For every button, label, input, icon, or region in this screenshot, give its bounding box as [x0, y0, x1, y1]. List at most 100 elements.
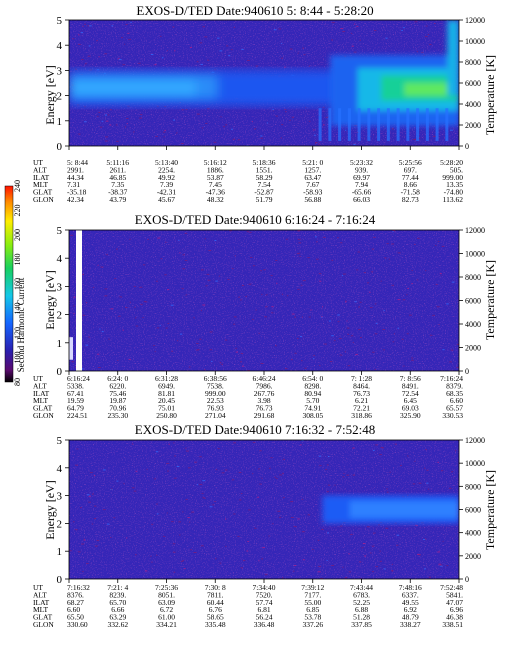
orbit-table-cell: 5:16:12 [204, 158, 227, 167]
orbit-table-cell: 6.21 [355, 396, 368, 405]
orbit-table-cell: 77.44 [402, 173, 419, 182]
orbit-table-cell: 7:52:48 [440, 583, 463, 592]
orbit-table-cell: 7.39 [160, 180, 173, 189]
energy-tick-label: 3 [57, 65, 63, 77]
orbit-row-label: GLON [33, 411, 54, 420]
orbit-table-cell: 337.26 [302, 620, 323, 629]
orbit-table-cell: 47.07 [446, 598, 463, 607]
orbit-table-cell: 6.96 [450, 605, 463, 614]
orbit-table-cell: 51.79 [256, 195, 273, 204]
panel-2: EXOS-D/TED Date:940610 6:16:24 - 7:16:24… [33, 212, 497, 420]
energy-tick-label: 5 [57, 225, 63, 237]
low-energy-streak [357, 108, 361, 141]
temperature-tick-label: 8000 [465, 58, 481, 67]
orbit-row-label: ILAT [33, 598, 50, 607]
orbit-table-cell: 63.29 [109, 613, 126, 622]
orbit-table-cell: 505. [450, 165, 463, 174]
orbit-table-cell: 697. [404, 165, 417, 174]
orbit-table-cell: 7.45 [209, 180, 222, 189]
orbit-table-cell: 44.34 [67, 173, 84, 182]
panel-3: EXOS-D/TED Date:940610 7:16:32 - 7:52:48… [33, 422, 497, 629]
colorbar-tick-label: 220 [13, 205, 22, 217]
orbit-table-cell: 332.62 [107, 620, 128, 629]
orbit-table-cell: -42.31 [157, 188, 177, 197]
panel-2-axes: 0 1 2 3 4 5 0 2000 4000 6000 8000 10000 12000 [57, 225, 486, 378]
panel-3-y2label: Temperature [K] [483, 470, 497, 550]
orbit-table-cell: 68.27 [67, 598, 84, 607]
orbit-table-cell: 5.70 [306, 396, 319, 405]
orbit-table-cell: 67.41 [67, 389, 84, 398]
orbit-table-cell: 19.87 [109, 396, 126, 405]
orbit-table-cell: 51.28 [353, 613, 370, 622]
energy-tick-label: 2 [57, 91, 63, 103]
low-energy-streak [377, 108, 381, 141]
orbit-table-cell: 7: 1:28 [351, 374, 372, 383]
colorbar-tick-label: 180 [13, 254, 22, 266]
colorbar-tick-label: 100 [13, 352, 22, 364]
orbit-table-cell: 7177. [304, 590, 321, 599]
orbit-table-cell: 1886. [207, 165, 224, 174]
orbit-table-cell: 60.44 [207, 598, 224, 607]
colorbar-tick-label: 240 [13, 180, 22, 192]
orbit-table-cell: 58.65 [207, 613, 224, 622]
orbit-table-cell: 46.38 [446, 613, 463, 622]
orbit-table-cell: 5:25:56 [399, 158, 422, 167]
orbit-table-cell: 72.21 [353, 404, 370, 413]
orbit-table-cell: 6.72 [160, 605, 173, 614]
orbit-table-cell: 6.60 [67, 605, 80, 614]
orbit-table-cell: 8464. [353, 381, 370, 390]
orbit-table-cell: 7538. [207, 381, 224, 390]
orbit-table-cell: 74.91 [304, 404, 321, 413]
temperature-tick-label: 12000 [465, 436, 485, 445]
orbit-row-label: GLON [33, 195, 54, 204]
orbit-row-label: GLAT [33, 188, 53, 197]
orbit-table-cell: 66.03 [353, 195, 370, 204]
orbit-table-cell: 81.81 [158, 389, 175, 398]
colorbar: Second Harmonic Current 80 100 120 140 160 18… [4, 180, 26, 386]
orbit-table-cell: 7986. [256, 381, 273, 390]
colorbar-tick-label: 160 [13, 278, 22, 290]
orbit-table-cell: 46.85 [109, 173, 126, 182]
orbit-table-cell: 8379. [446, 381, 463, 390]
energy-tick-label: 0 [57, 574, 63, 586]
orbit-table-cell: 65.70 [109, 598, 126, 607]
orbit-table-cell: 337.85 [351, 620, 372, 629]
orbit-table-cell: 325.90 [400, 411, 421, 420]
orbit-table-cell: 1551. [256, 165, 273, 174]
orbit-table-cell: -74.80 [444, 188, 464, 197]
orbit-table-cell: 53.78 [304, 613, 321, 622]
orbit-row-label: ALT [33, 381, 47, 390]
orbit-table-cell: 7.67 [306, 180, 319, 189]
temperature-tick-label: 2000 [465, 552, 481, 561]
orbit-row-label: UT [33, 158, 43, 167]
temperature-tick-label: 0 [465, 575, 469, 584]
orbit-table-cell: 7:48:16 [399, 583, 422, 592]
orbit-table-cell: 113.62 [443, 195, 464, 204]
orbit-table-cell: 1257. [304, 165, 321, 174]
temperature-tick-label: 8000 [465, 482, 481, 491]
panel-1-axes: 0 1 2 3 4 5 0 2000 4000 6000 8000 10000 12000 [57, 15, 486, 153]
energy-tick-label: 1 [57, 116, 63, 128]
panel-2-title: EXOS-D/TED Date:940610 6:16:24 - 7:16:24 [135, 212, 376, 227]
orbit-table-cell: 7:34:40 [253, 583, 276, 592]
colorbar-tick-label: 80 [13, 378, 22, 386]
orbit-table-cell: 53.87 [207, 173, 224, 182]
orbit-table-cell: 271.04 [205, 411, 226, 420]
colorbar-tick-label: 120 [13, 327, 22, 339]
orbit-table-cell: 22.53 [207, 396, 224, 405]
orbit-row-label: MLT [33, 396, 49, 405]
temperature-tick-label: 8000 [465, 273, 481, 282]
orbit-table-cell: 6.76 [209, 605, 222, 614]
temperature-tick-label: 10000 [465, 459, 485, 468]
orbit-table-cell: 49.55 [402, 598, 419, 607]
orbit-table-cell: 56.88 [304, 195, 321, 204]
low-energy-streak [338, 108, 342, 141]
energy-tick-label: 0 [57, 366, 63, 378]
orbit-table-cell: 5:28:20 [440, 158, 463, 167]
orbit-table-cell: 336.48 [254, 620, 275, 629]
colorbar-tick-label: 200 [13, 229, 22, 241]
orbit-table-cell: 330.53 [442, 411, 463, 420]
orbit-table-cell: 291.68 [254, 411, 275, 420]
energy-tick-label: 5 [57, 435, 63, 447]
energy-tick-label: 1 [57, 338, 63, 350]
